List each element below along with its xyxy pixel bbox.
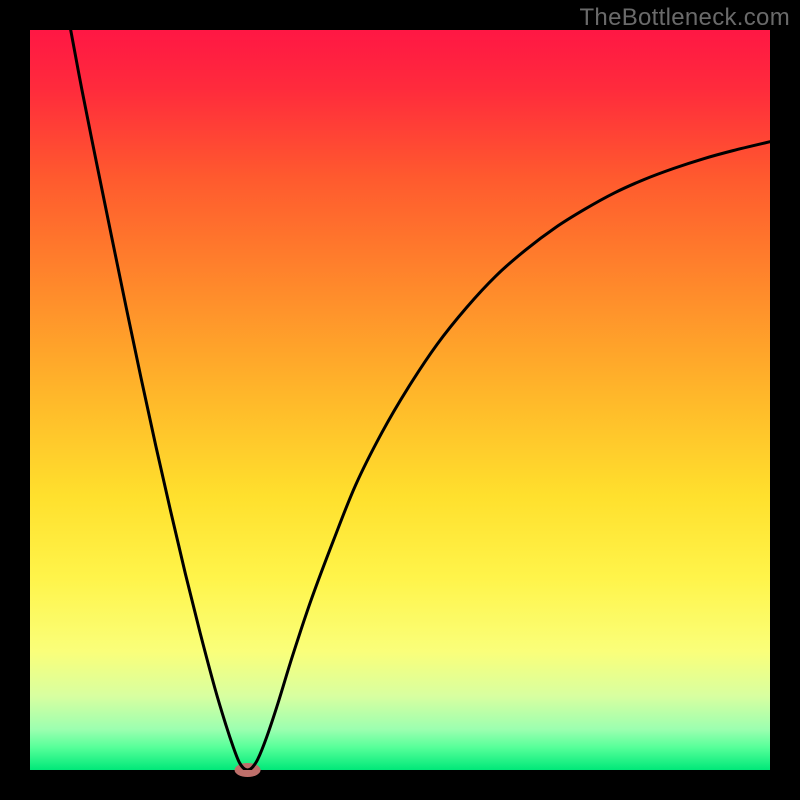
bottleneck-chart — [0, 0, 800, 800]
chart-container: TheBottleneck.com — [0, 0, 800, 800]
